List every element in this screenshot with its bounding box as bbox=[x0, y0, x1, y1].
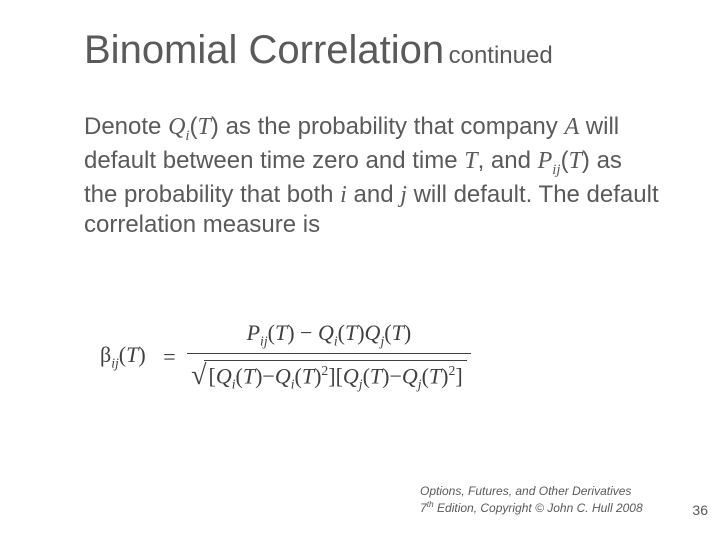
open: ( bbox=[295, 364, 302, 389]
slide-title: Binomial Correlation bbox=[84, 28, 444, 72]
open: ( bbox=[268, 320, 275, 345]
footer-ed-num: 7 bbox=[420, 501, 427, 515]
minus: − bbox=[389, 364, 401, 389]
radical-icon: √ bbox=[191, 362, 206, 395]
formula: βij(T) = Pij(T) − Qi(T)Qj(T) √ [Qi(T)−Qi… bbox=[100, 320, 471, 393]
numerator: Pij(T) − Qi(T)Qj(T) bbox=[187, 320, 471, 354]
open: ( bbox=[363, 364, 370, 389]
close: ) bbox=[404, 320, 411, 345]
fraction: Pij(T) − Qi(T)Qj(T) √ [Qi(T)−Qi(T)2][Qj(… bbox=[187, 320, 471, 393]
slide: Binomial Correlation continued Denote Qi… bbox=[0, 0, 720, 540]
var-T2: T bbox=[464, 148, 477, 174]
open: ( bbox=[422, 364, 429, 389]
equals: = bbox=[163, 344, 175, 370]
radicand: [Qi(T)−Qi(T)2][Qj(T)−Qj(T)2] bbox=[204, 360, 466, 393]
T: T bbox=[392, 320, 404, 345]
Qi2: Q bbox=[275, 364, 291, 389]
text: ( bbox=[561, 147, 569, 174]
sub-ij: ij bbox=[552, 162, 560, 178]
sub-ij: ij bbox=[260, 333, 268, 348]
var-Q: Q bbox=[168, 114, 185, 140]
text: ( bbox=[190, 113, 198, 140]
Qi: Q bbox=[216, 364, 232, 389]
body-paragraph: Denote Qi(T) as the probability that com… bbox=[84, 112, 660, 241]
Qi: Q bbox=[318, 320, 334, 345]
var-T: T bbox=[198, 114, 211, 140]
minus: − bbox=[262, 364, 274, 389]
Qj: Q bbox=[343, 364, 359, 389]
open-b: [ bbox=[336, 364, 343, 389]
text: , and bbox=[478, 147, 538, 174]
T: T bbox=[243, 364, 255, 389]
close-b: ] bbox=[328, 364, 335, 389]
T: T bbox=[429, 364, 441, 389]
close: ) bbox=[287, 320, 294, 345]
var-P: P bbox=[538, 148, 553, 174]
Pij: P bbox=[247, 320, 260, 345]
T: T bbox=[370, 364, 382, 389]
open-b: [ bbox=[208, 364, 215, 389]
Qj: Q bbox=[365, 320, 381, 345]
minus: − bbox=[300, 320, 312, 345]
var-j: j bbox=[400, 182, 407, 208]
slide-title-wrap: Binomial Correlation continued bbox=[84, 28, 680, 73]
close: ) bbox=[138, 342, 145, 367]
var-i: i bbox=[340, 182, 347, 208]
open: ( bbox=[236, 364, 243, 389]
var-T3: T bbox=[569, 148, 582, 174]
close: ) bbox=[441, 364, 448, 389]
open: ( bbox=[119, 342, 126, 367]
denominator: √ [Qi(T)−Qi(T)2][Qj(T)−Qj(T)2] bbox=[187, 354, 471, 393]
Qj2: Q bbox=[402, 364, 418, 389]
open: ( bbox=[338, 320, 345, 345]
close-b: ] bbox=[455, 364, 462, 389]
sub-ij: ij bbox=[111, 355, 119, 370]
beta: β bbox=[100, 342, 111, 367]
formula-lhs: βij(T) bbox=[100, 342, 146, 371]
var-A: A bbox=[564, 114, 579, 140]
T: T bbox=[275, 320, 287, 345]
slide-title-continued: continued bbox=[449, 42, 553, 69]
footer-ed-suffix: th bbox=[427, 499, 434, 509]
footer-line2: Edition, Copyright © John C. Hull 2008 bbox=[434, 501, 643, 515]
var-T: T bbox=[126, 342, 138, 367]
sqrt: √ [Qi(T)−Qi(T)2][Qj(T)−Qj(T)2] bbox=[191, 360, 467, 393]
page-number: 36 bbox=[692, 502, 708, 518]
open: ( bbox=[384, 320, 391, 345]
text: ) as the probability that company bbox=[211, 113, 565, 140]
footer-credit: Options, Futures, and Other Derivatives … bbox=[420, 484, 650, 516]
text: and bbox=[347, 181, 400, 208]
text: Denote bbox=[84, 113, 168, 140]
footer-line1: Options, Futures, and Other Derivatives bbox=[420, 484, 631, 498]
T: T bbox=[345, 320, 357, 345]
T: T bbox=[302, 364, 314, 389]
close: ) bbox=[357, 320, 364, 345]
